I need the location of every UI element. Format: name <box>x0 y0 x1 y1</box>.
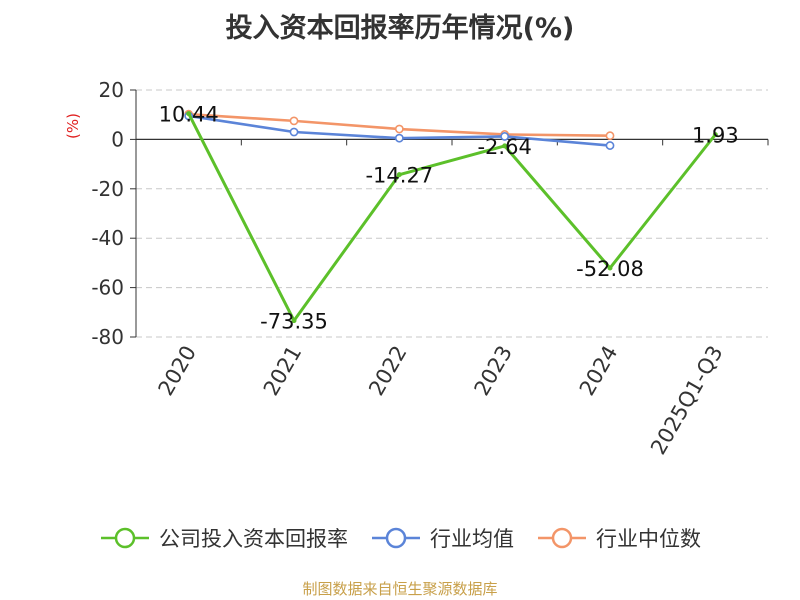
legend-item: 公司投入资本回报率 <box>99 523 348 553</box>
legend-swatch <box>538 527 586 549</box>
series-point <box>396 172 402 178</box>
legend-swatch-marker <box>114 527 136 549</box>
series-point <box>289 127 299 137</box>
legend-swatch <box>372 527 420 549</box>
series-point <box>500 132 510 141</box>
data-label: -2.64 <box>477 135 531 159</box>
legend-label: 行业中位数 <box>596 527 701 551</box>
legend-item: 行业中位数 <box>536 523 701 553</box>
y-tick-label: -80 <box>91 325 124 349</box>
data-label: 1.93 <box>692 124 739 148</box>
data-label: -14.27 <box>365 164 433 188</box>
series-point <box>502 143 508 149</box>
series-point <box>605 141 615 150</box>
series-point <box>607 265 613 271</box>
series-lines <box>184 109 718 324</box>
data-label: 10.44 <box>159 103 219 127</box>
data-label: -52.08 <box>576 257 644 281</box>
x-tick-label: 2023 <box>469 342 517 400</box>
data-labels: 10.44 -73.35 -14.27 -2.64 -52.08 1.93 <box>159 103 739 334</box>
axes: 20 0 -20 -40 -60 -80 (%) 2020 2021 2022 2023 2024 20… <box>64 78 769 459</box>
legend-label: 行业均值 <box>430 527 514 551</box>
series-point <box>394 124 404 134</box>
series-line <box>187 112 717 323</box>
x-tick-label: 2024 <box>575 342 623 400</box>
series-point <box>712 132 718 138</box>
series-point <box>186 111 192 117</box>
y-tick-label: -40 <box>91 226 124 250</box>
x-tick-label: 2021 <box>259 342 307 400</box>
y-tick-label: -20 <box>91 177 124 201</box>
legend-item: 行业均值 <box>370 523 514 553</box>
y-axis-unit-label: (%) <box>64 113 82 139</box>
x-tick-label: 2025Q1-Q3 <box>646 342 728 459</box>
series-point <box>605 131 615 141</box>
series-point <box>394 133 404 143</box>
legend: 公司投入资本回报率 行业均值 行业中位数 <box>0 520 800 556</box>
source-note: 制图数据来自恒生聚源数据库 <box>302 580 498 598</box>
legend-swatch-marker <box>385 527 407 549</box>
chart-title: 投入资本回报率历年情况(%) <box>225 13 575 44</box>
series-point <box>291 318 297 324</box>
series-point <box>289 116 299 126</box>
data-label: -73.35 <box>260 310 328 334</box>
line-chart: 20 0 -20 -40 -60 -80 (%) 2020 2021 2022 2023 2024 20… <box>64 78 769 459</box>
y-tick-label: -60 <box>91 276 124 300</box>
x-tick-label: 2022 <box>364 342 412 400</box>
legend-swatch <box>101 527 149 549</box>
legend-label: 公司投入资本回报率 <box>159 527 348 551</box>
grid-lines <box>136 89 768 338</box>
legend-swatch-marker <box>551 527 573 549</box>
y-tick-label: 0 <box>111 127 124 151</box>
x-tick-label: 2020 <box>153 342 201 400</box>
y-tick-label: 20 <box>99 78 124 102</box>
